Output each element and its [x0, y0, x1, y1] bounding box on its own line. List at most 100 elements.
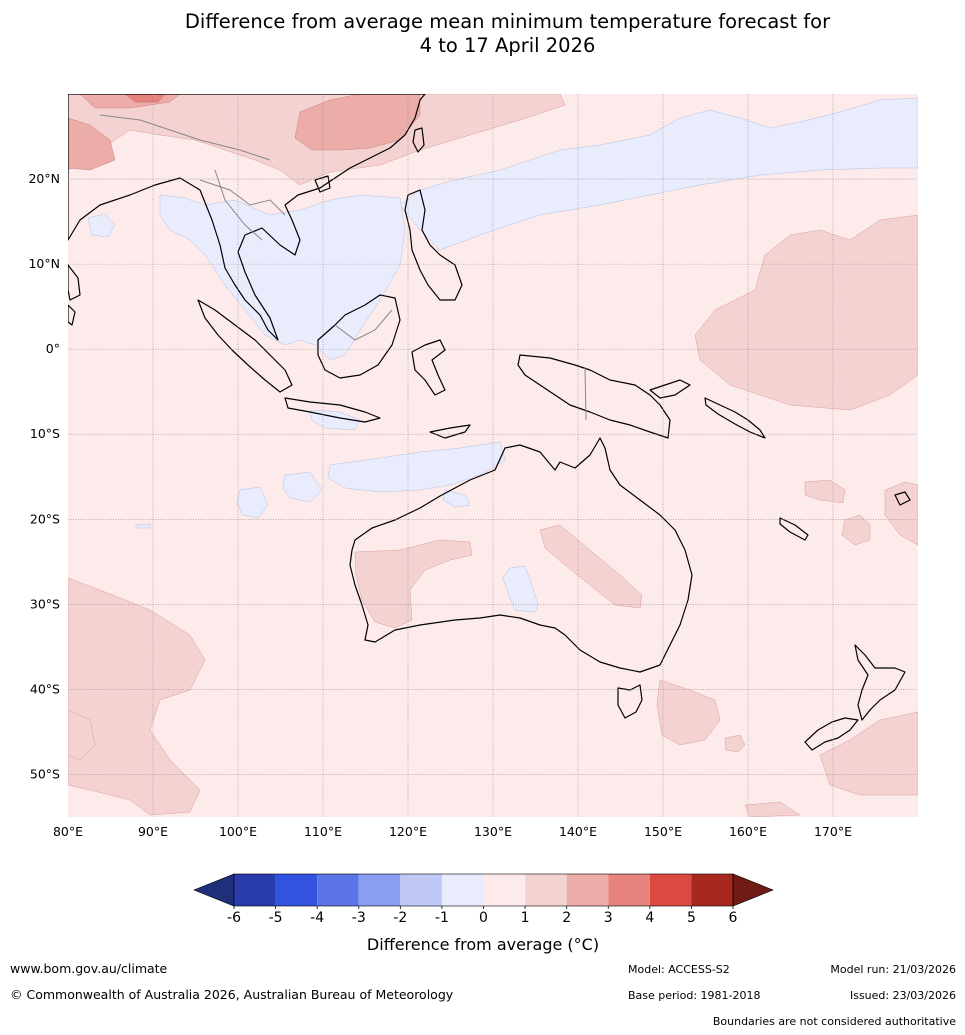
warm-region-vanuatu	[804, 479, 846, 504]
lat-label-1: 10°N	[28, 256, 60, 271]
colorbar-ticks: -6 -5 -4 -3 -2 -1 0 1 2 3 4 5 6	[227, 906, 738, 926]
colorbar-segment-4	[400, 874, 442, 906]
fiji-outline	[894, 491, 911, 506]
new-zealand-south	[804, 717, 859, 751]
australia-outline	[349, 437, 693, 673]
lon-label-9: 170°E	[814, 824, 852, 839]
footer-base-period: Base period: 1981-2018	[628, 989, 761, 1002]
lon-label-2: 100°E	[219, 824, 257, 839]
lon-label-0: 80°E	[53, 824, 83, 839]
warm-region-tasmania-east	[724, 734, 746, 753]
colorbar-tick-12: 6	[729, 910, 738, 926]
cool-region-indian-2	[236, 486, 269, 519]
lon-label-4: 120°E	[389, 824, 427, 839]
colorbar-segment-7	[525, 874, 567, 906]
footer-disclaimer: Boundaries are not considered authoritat…	[712, 1015, 956, 1028]
colorbar-tick-8: 2	[562, 910, 571, 926]
cool-region-bay-of-bengal	[87, 213, 116, 238]
sri-lanka-outline	[68, 304, 76, 326]
java-outline	[284, 397, 381, 423]
cool-region-indian-1	[282, 471, 323, 503]
warm-region-central-australia	[539, 524, 643, 609]
border-png-indonesia	[584, 367, 587, 421]
lat-label-7: 50°S	[30, 766, 60, 781]
colorbar-tick-10: 4	[645, 910, 654, 926]
tasmania-outline	[617, 684, 643, 719]
lat-label-2: 0°	[46, 341, 60, 356]
cool-region-south-china-sea	[159, 194, 406, 361]
colorbar-segment-11	[691, 874, 733, 906]
lon-label-3: 110°E	[304, 824, 342, 839]
footer-model-run: Model run: 21/03/2026	[830, 963, 956, 976]
colorbar-tick-4: -2	[393, 910, 407, 926]
coastlines	[68, 94, 911, 751]
hot-region-tibet	[68, 117, 116, 171]
colorbar-segment-10	[649, 874, 692, 906]
solomon-islands	[704, 397, 766, 439]
borneo-outline	[317, 294, 401, 379]
warm-region-southern-indian	[68, 577, 206, 816]
footer-model: Model: ACCESS-S2	[628, 963, 730, 976]
warm-region-west-australia	[354, 539, 473, 629]
lon-label-5: 130°E	[474, 824, 512, 839]
hot-region-north	[124, 94, 166, 103]
sulawesi-outline	[411, 339, 446, 396]
lat-label-5: 30°S	[30, 596, 60, 611]
border-borneo	[334, 309, 393, 341]
colorbar-tick-9: 3	[604, 910, 613, 926]
cool-region-timor-sea-strip	[442, 489, 471, 508]
colorbar	[193, 873, 774, 907]
lat-label-0: 20°N	[28, 171, 60, 186]
latitude-labels: 20°N 10°N 0° 10°S 20°S 30°S 40°S 50°S	[28, 171, 60, 781]
title-line-2: 4 to 17 April 2026	[419, 34, 596, 57]
lon-label-7: 150°E	[644, 824, 682, 839]
colorbar-tick-5: -1	[435, 910, 449, 926]
new-guinea-outline	[517, 354, 671, 439]
map-panel	[68, 94, 918, 817]
colorbar-segment-1	[275, 874, 318, 906]
anomaly-contours	[68, 94, 918, 817]
colorbar-tick-6: 0	[479, 910, 488, 926]
colorbar-segment-5	[441, 874, 484, 906]
india-tip	[68, 264, 81, 301]
colorbar-segment-6	[483, 874, 526, 906]
lat-label-4: 20°S	[30, 511, 60, 526]
new-zealand-north	[854, 644, 906, 721]
colorbar-segment-3	[358, 874, 401, 906]
colorbar-tick-7: 1	[521, 910, 530, 926]
philippines-outline	[404, 189, 463, 301]
mainland-southeast-asia	[68, 94, 426, 341]
colorbar-title: Difference from average (°C)	[367, 935, 599, 954]
colorbar-extend-high	[732, 873, 774, 907]
hainan-outline	[314, 175, 331, 193]
cool-region-central-australia	[502, 565, 539, 613]
lat-label-6: 40°S	[30, 681, 60, 696]
footer-copyright: © Commonwealth of Australia 2026, Austra…	[10, 987, 454, 1002]
chart-title: Difference from average mean minimum tem…	[0, 10, 965, 58]
lon-label-6: 140°E	[559, 824, 597, 839]
warm-region-new-caledonia	[841, 514, 871, 546]
colorbar-segment-2	[317, 874, 359, 906]
footer-website: www.bom.gov.au/climate	[10, 961, 168, 976]
border-indochina	[199, 179, 286, 216]
colorbar-tick-2: -4	[310, 910, 324, 926]
colorbar-tick-3: -3	[352, 910, 366, 926]
new-britain	[649, 379, 691, 399]
cool-region-small-west	[135, 523, 151, 529]
longitude-labels: 80°E 90°E 100°E 110°E 120°E 130°E 140°E 150°E 16…	[53, 824, 852, 839]
warm-region-fiji	[884, 481, 918, 546]
border-thailand	[214, 169, 263, 241]
title-line-1: Difference from average mean minimum tem…	[184, 10, 831, 33]
cool-region-arafura	[327, 441, 506, 493]
gridlines	[68, 94, 918, 817]
country-borders	[99, 114, 587, 421]
colorbar-tick-1: -5	[269, 910, 283, 926]
warm-region-southwest	[68, 709, 96, 761]
new-caledonia-outline	[779, 517, 809, 541]
warm-region-tasman	[656, 679, 721, 746]
colorbar-segment-0	[234, 874, 276, 906]
colorbar-segment-9	[608, 874, 650, 906]
colorbar-tick-11: 5	[687, 910, 696, 926]
taiwan-outline	[412, 127, 425, 153]
